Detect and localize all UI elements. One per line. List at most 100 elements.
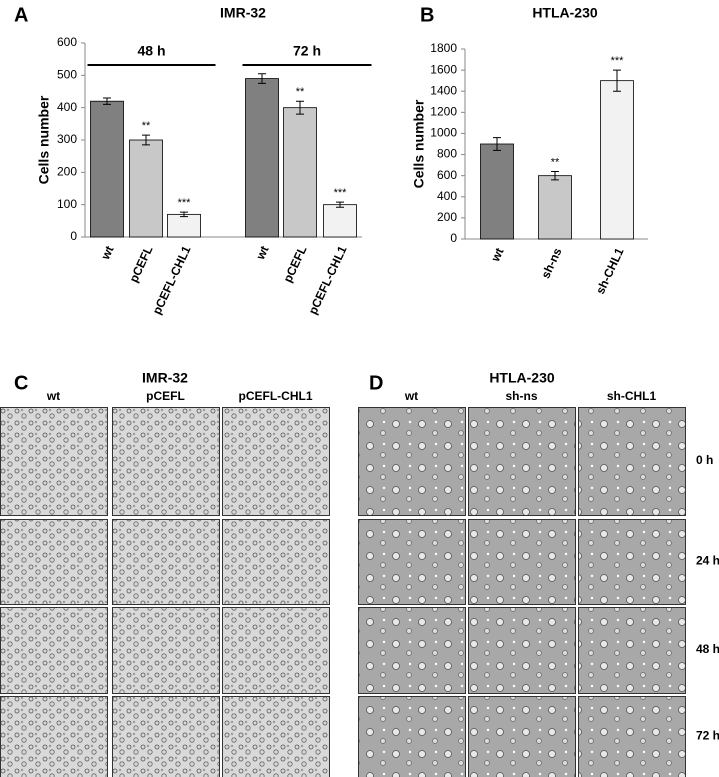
bar: [90, 100, 124, 238]
micrograph: [578, 696, 686, 777]
micrograph: [0, 607, 108, 694]
x-tick-label: sh-ns: [538, 245, 564, 280]
panel-d: D HTLA-230 wt sh-ns sh-CHL1 0 h 24 h 48 h 72 h: [358, 370, 719, 777]
micrograph: [0, 696, 108, 777]
micrograph: [468, 607, 576, 694]
y-tick-label: 1400: [430, 83, 457, 97]
micrograph: [112, 519, 220, 605]
row-label: 72 h: [696, 729, 719, 743]
chart-title: IMR-32: [220, 5, 266, 21]
chart-title: HTLA-230: [532, 5, 598, 21]
row-label: 24 h: [696, 554, 719, 568]
error-bar: [336, 201, 344, 208]
bar: [245, 78, 279, 238]
error-bar: [180, 211, 188, 218]
bar: [167, 213, 201, 238]
error-bar: [258, 73, 266, 84]
y-tick-label: 300: [57, 132, 77, 146]
panel-title: IMR-32: [142, 370, 188, 386]
y-tick-label: 1600: [430, 62, 457, 76]
y-tick-label: 500: [57, 68, 77, 82]
y-tick-label: 800: [437, 147, 457, 161]
y-axis-label: Cells number: [411, 99, 427, 188]
y-tick-label: 600: [57, 35, 77, 49]
bar: [323, 204, 357, 238]
micrograph: [222, 607, 330, 694]
micrograph: [578, 519, 686, 605]
micrograph: [358, 407, 466, 516]
significance-label: **: [142, 120, 151, 132]
bar: [480, 143, 514, 240]
x-tick-label: pCEFL: [127, 244, 156, 285]
column-label: wt: [46, 389, 60, 403]
micrograph: [578, 407, 686, 516]
error-bar: [613, 69, 621, 92]
error-bar: [493, 137, 501, 151]
y-tick-label: 1200: [430, 105, 457, 119]
y-tick-label: 200: [437, 210, 457, 224]
y-tick-label: 600: [437, 168, 457, 182]
micrograph: [112, 696, 220, 777]
chart: A IMR-32 Cells number 0 100 200 300 400 500 600 wt…: [14, 4, 372, 317]
micrograph: [578, 607, 686, 694]
chart: B HTLA-230 Cells number 0 200 400 600 800 1000 12…: [411, 4, 648, 296]
micrograph: [112, 607, 220, 694]
error-bar: [142, 134, 150, 146]
micrograph: [358, 607, 466, 694]
x-tick-label: pCEFL-CHL1: [306, 243, 350, 316]
bar: [283, 107, 317, 238]
x-tick-label: sh-CHL1: [593, 245, 627, 296]
panel-letter: B: [420, 4, 434, 26]
micrograph: [468, 519, 576, 605]
micrograph: [468, 696, 576, 777]
panel-letter: D: [369, 372, 383, 394]
y-tick-label: 1800: [430, 41, 457, 55]
micrograph: [222, 407, 330, 516]
y-tick-label: 400: [437, 189, 457, 203]
y-tick-label: 0: [450, 231, 457, 245]
x-tick-label: pCEFL-CHL1: [150, 243, 194, 316]
micrograph: [222, 519, 330, 605]
micrograph: [358, 696, 466, 777]
column-label: sh-ns: [505, 389, 537, 403]
micrograph: [358, 519, 466, 605]
group-label: 72 h: [293, 43, 321, 59]
x-tick-label: wt: [98, 244, 117, 263]
column-label: sh-CHL1: [607, 389, 657, 403]
group-label: 48 h: [137, 43, 165, 59]
y-tick-label: 200: [57, 165, 77, 179]
y-tick-label: 400: [57, 100, 77, 114]
x-tick-label: wt: [253, 244, 272, 263]
column-label: pCEFL-CHL1: [239, 389, 313, 403]
significance-label: **: [551, 156, 560, 168]
y-tick-label: 1000: [430, 126, 457, 140]
row-label: 0 h: [696, 453, 713, 467]
error-bar: [103, 97, 111, 105]
error-bar: [551, 170, 559, 181]
panel-title: HTLA-230: [489, 370, 555, 386]
micrograph: [0, 519, 108, 605]
panel-letter: A: [14, 4, 28, 26]
panel-letter: C: [14, 372, 28, 394]
y-tick-label: 0: [70, 229, 77, 243]
column-label: wt: [404, 389, 418, 403]
bar: [600, 80, 634, 240]
significance-label: ***: [611, 55, 625, 67]
micrograph: [468, 407, 576, 516]
significance-label: ***: [334, 187, 348, 199]
significance-label: **: [296, 86, 305, 98]
significance-label: ***: [178, 197, 192, 209]
y-axis-label: Cells number: [36, 95, 52, 184]
bar: [538, 175, 572, 240]
micrograph: [112, 407, 220, 516]
error-bar: [296, 100, 304, 115]
x-tick-label: pCEFL: [281, 244, 310, 285]
panel-c: C IMR-32 wt pCEFL pCEFL-CHL1: [0, 370, 330, 777]
micrograph: [222, 696, 330, 777]
row-label: 48 h: [696, 642, 719, 656]
y-tick-label: 100: [57, 197, 77, 211]
bar: [129, 139, 163, 238]
column-label: pCEFL: [146, 389, 185, 403]
micrograph: [0, 407, 108, 516]
